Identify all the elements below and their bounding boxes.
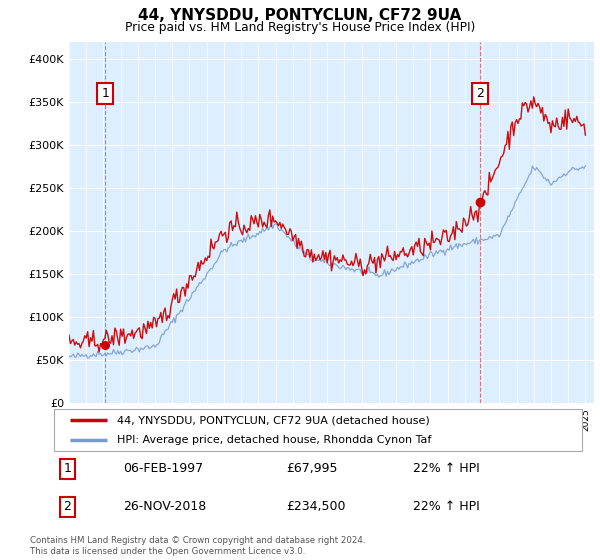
Text: 1: 1 [63, 462, 71, 475]
Text: Price paid vs. HM Land Registry's House Price Index (HPI): Price paid vs. HM Land Registry's House … [125, 21, 475, 34]
Text: 22% ↑ HPI: 22% ↑ HPI [413, 462, 480, 475]
Text: £234,500: £234,500 [286, 500, 346, 513]
Text: 1: 1 [101, 87, 109, 100]
Text: 26-NOV-2018: 26-NOV-2018 [122, 500, 206, 513]
Text: 22% ↑ HPI: 22% ↑ HPI [413, 500, 480, 513]
Text: 2: 2 [63, 500, 71, 513]
Text: HPI: Average price, detached house, Rhondda Cynon Taf: HPI: Average price, detached house, Rhon… [118, 435, 432, 445]
FancyBboxPatch shape [54, 409, 582, 451]
Text: 2: 2 [476, 87, 484, 100]
Text: Contains HM Land Registry data © Crown copyright and database right 2024.
This d: Contains HM Land Registry data © Crown c… [30, 536, 365, 556]
Text: 44, YNYSDDU, PONTYCLUN, CF72 9UA: 44, YNYSDDU, PONTYCLUN, CF72 9UA [139, 8, 461, 24]
Text: 44, YNYSDDU, PONTYCLUN, CF72 9UA (detached house): 44, YNYSDDU, PONTYCLUN, CF72 9UA (detach… [118, 415, 430, 425]
Text: £67,995: £67,995 [286, 462, 338, 475]
Text: 06-FEB-1997: 06-FEB-1997 [122, 462, 203, 475]
